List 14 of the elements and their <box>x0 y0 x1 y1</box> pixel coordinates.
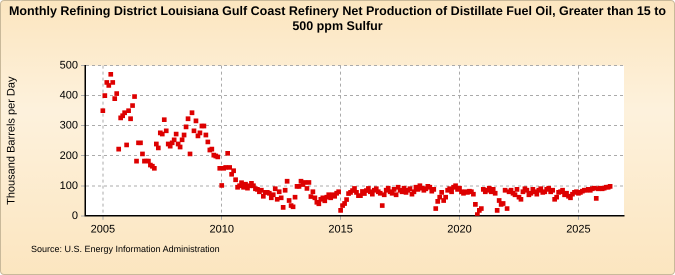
x-tick-label: 2010 <box>209 223 234 236</box>
x-tick-label: 2015 <box>328 223 353 236</box>
source-note: Source: U.S. Energy Information Administration <box>31 244 220 254</box>
y-tick-label: 100 <box>60 180 78 192</box>
y-tick-label: 400 <box>60 90 78 102</box>
y-tick-label: 0 <box>72 210 78 222</box>
y-tick-label: 300 <box>60 120 78 132</box>
y-tick-label: 500 <box>60 60 78 72</box>
x-tick-label: 2025 <box>566 223 591 236</box>
chart-title: Monthly Refining District Louisiana Gulf Coast Refinery Net Production of Distillate Fuel Oil, Greater than 15 to 500 ppm Sulfur <box>8 4 668 34</box>
y-axis-title: Thousand Barrels per Day <box>6 76 18 205</box>
y-tick-label: 200 <box>60 150 78 162</box>
x-tick-label: 2020 <box>447 223 472 236</box>
x-tick-label: 2005 <box>90 223 116 236</box>
